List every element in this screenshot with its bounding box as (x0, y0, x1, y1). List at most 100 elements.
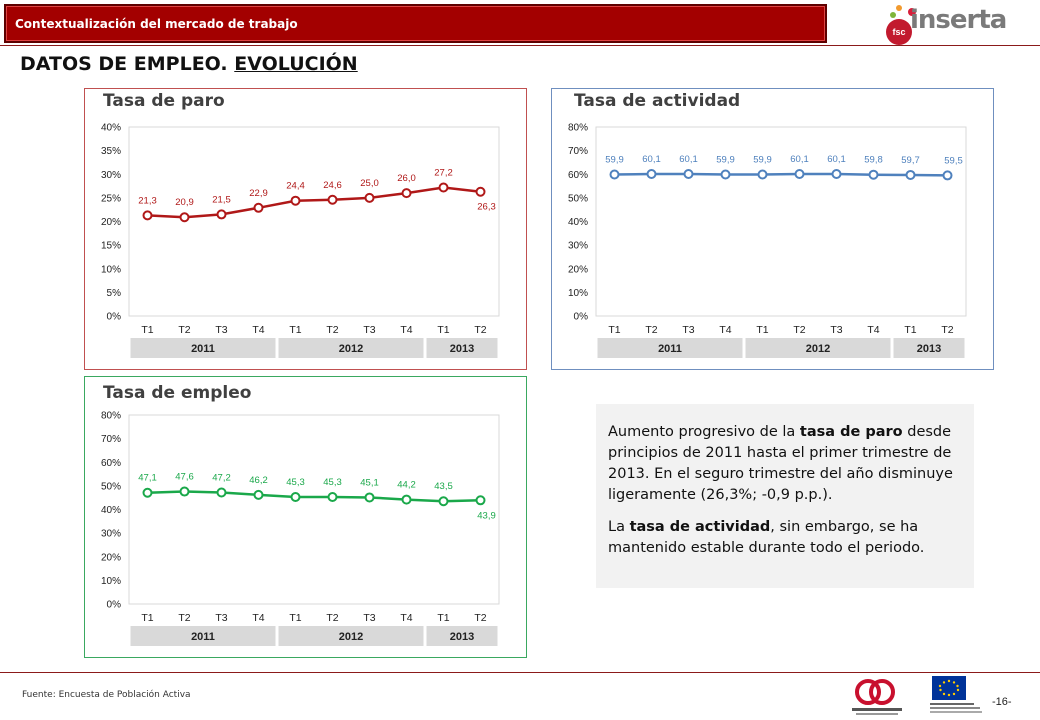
x-tick-label: T3 (363, 612, 375, 624)
year-group-band (893, 338, 965, 358)
data-point (142, 487, 153, 498)
x-tick-label: T3 (830, 324, 842, 336)
plot-area (128, 414, 500, 605)
data-label: 59,9 (716, 154, 735, 165)
data-point (142, 210, 153, 221)
data-label: 45,3 (323, 477, 342, 488)
chart-panel-empleo: Tasa de empleo 0% 10% 20% 30% 40% 50% 60% 70% 80… (84, 376, 527, 658)
data-label: 22,9 (249, 188, 268, 199)
data-label: 27,2 (434, 167, 453, 178)
year-group-band (426, 338, 498, 358)
x-tick-label: T4 (719, 324, 731, 336)
y-tick-label: 70% (568, 146, 588, 157)
year-group-band (278, 626, 424, 646)
once-rings-icon (852, 679, 902, 715)
series-line (147, 186, 481, 219)
data-label: 47,6 (175, 472, 194, 483)
page-number: -16- (992, 696, 1012, 708)
data-label: 21,3 (138, 195, 157, 206)
banner-title: Contextualización del mercado de trabajo (15, 17, 298, 31)
data-point (438, 182, 449, 193)
plot-area (595, 126, 967, 317)
x-tick-label: T1 (289, 324, 301, 336)
year-group-label: 2012 (339, 343, 363, 355)
series-line (614, 172, 948, 177)
data-point (868, 169, 879, 180)
data-point (438, 496, 449, 507)
y-tick-label: 10% (568, 288, 588, 299)
x-tick-label: T2 (793, 324, 805, 336)
data-point (757, 169, 768, 180)
data-label: 59,9 (753, 154, 772, 165)
data-label: 60,1 (827, 154, 846, 165)
x-tick-label: T3 (215, 612, 227, 624)
data-label: 24,4 (286, 181, 305, 192)
year-group-label: 2011 (191, 631, 215, 643)
y-tick-label: 5% (107, 288, 122, 299)
x-tick-label: T1 (289, 612, 301, 624)
data-point (290, 491, 301, 502)
year-group-label: 2013 (917, 343, 941, 355)
x-tick-label: T2 (645, 324, 657, 336)
y-tick-label: 60% (568, 170, 588, 181)
data-point (720, 169, 731, 180)
footer-divider (0, 672, 1040, 673)
y-tick-label: 40% (568, 217, 588, 228)
note-p2-text-c: , sin embargo, se ha mantenido estable d… (608, 519, 925, 556)
x-tick-label: T1 (756, 324, 768, 336)
chart-actividad: 0% 10% 20% 30% 40% 50% 60% 70% 80% T1 T2 T3 T4 T1 T2 T3… (568, 123, 967, 359)
y-tick-label: 40% (101, 123, 121, 134)
data-point (831, 169, 842, 180)
y-tick-label: 50% (568, 193, 588, 204)
data-point (364, 492, 375, 503)
eu-caption-lines (930, 703, 982, 713)
inserta-logo: inserta fsc (884, 3, 1007, 45)
data-point (216, 487, 227, 498)
year-group-label: 2013 (450, 631, 474, 643)
data-point (179, 212, 190, 223)
data-point (253, 489, 264, 500)
eu-logo (928, 676, 984, 718)
x-tick-label: T1 (904, 324, 916, 336)
x-tick-label: T1 (141, 324, 153, 336)
plot-area (128, 126, 500, 317)
data-label: 43,9 (477, 510, 496, 521)
note-paragraph-2: La tasa de actividad, sin embargo, se ha… (608, 517, 960, 559)
top-bar: Contextualización del mercado de trabajo… (0, 0, 1040, 46)
y-tick-label: 20% (568, 264, 588, 275)
note-p1-text-a: Aumento progresivo de la (608, 424, 800, 440)
y-tick-label: 30% (568, 241, 588, 252)
data-point (216, 209, 227, 220)
data-label: 59,8 (864, 155, 883, 166)
y-tick-label: 80% (101, 411, 121, 422)
x-tick-label: T3 (215, 324, 227, 336)
note-paragraph-1: Aumento progresivo de la tasa de paro de… (608, 422, 960, 506)
data-label: 43,5 (434, 481, 453, 492)
y-tick-label: 80% (568, 123, 588, 134)
eu-flag-icon (932, 676, 966, 700)
data-point (905, 169, 916, 180)
y-tick-label: 0% (107, 312, 122, 323)
section-banner: Contextualización del mercado de trabajo (4, 4, 827, 43)
y-tick-label: 30% (101, 529, 121, 540)
data-label: 60,1 (642, 154, 661, 165)
series-line (147, 490, 481, 503)
x-tick-label: T3 (682, 324, 694, 336)
data-point (401, 494, 412, 505)
page-title-main: DATOS DE EMPLEO. (20, 53, 228, 75)
data-label: 46,2 (249, 475, 268, 486)
note-p2-bold: tasa de actividad (629, 519, 771, 535)
note-p1-text-c: desde principios de 2011 hasta el primer… (608, 424, 953, 503)
data-point (942, 170, 953, 181)
note-p2-text-a: La (608, 519, 630, 535)
y-tick-label: 0% (574, 312, 589, 323)
year-group-band (426, 626, 498, 646)
data-label: 24,6 (323, 180, 342, 191)
chart-paro: 0% 5% 10% 15% 20% 25% 30% 35% 40% T1 T2 T3 T4 T1 T2 T3 T… (101, 123, 500, 359)
summary-note: Aumento progresivo de la tasa de paro de… (596, 404, 974, 588)
note-p1-bold: tasa de paro (799, 424, 903, 440)
data-label: 59,9 (605, 154, 624, 165)
data-point (327, 194, 338, 205)
data-label: 25,0 (360, 178, 379, 189)
x-tick-label: T2 (326, 612, 338, 624)
